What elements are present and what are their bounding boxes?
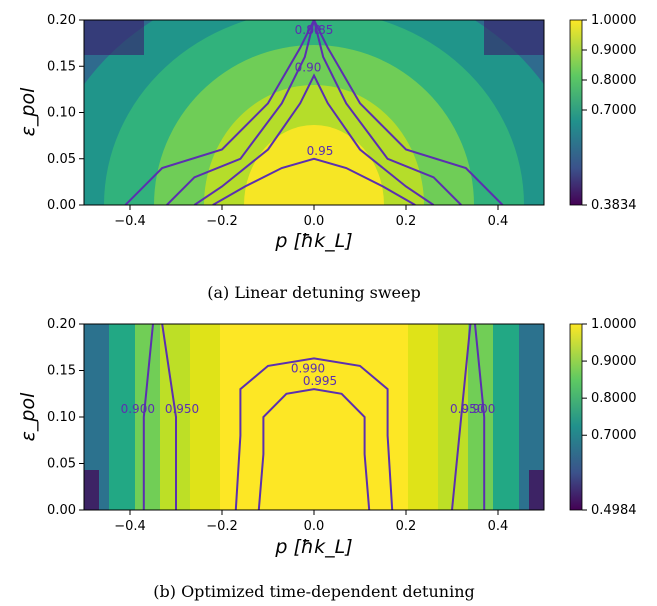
colorbar-tick-label: 0.8000 xyxy=(591,391,637,406)
colorbar-tick-label: 0.7000 xyxy=(591,428,637,443)
colorbar-ticks-b: 1.0000 0.9000 0.8000 0.7000 0.4984 xyxy=(582,317,637,518)
y-tick-label: 0.10 xyxy=(47,106,76,121)
contours-a: 0.800.850.900.95 xyxy=(124,20,504,205)
x-tick-label: −0.2 xyxy=(206,214,238,229)
contour-label: 0.900 xyxy=(461,402,495,416)
x-tick-label: −0.4 xyxy=(114,519,146,534)
y-tick-label: 0.15 xyxy=(47,59,76,74)
y-axis-label-a: ε_pol xyxy=(17,87,39,136)
heatmap-b xyxy=(84,324,544,510)
contour-label: 0.90 xyxy=(295,61,322,75)
x-tick-label: −0.2 xyxy=(206,519,238,534)
y-ticks-a: 0.00 0.05 0.10 0.15 0.20 xyxy=(47,13,84,213)
x-tick-label: 0.4 xyxy=(488,519,509,534)
contour-line xyxy=(124,20,504,205)
colorbar-tick-label: 0.3834 xyxy=(591,198,637,213)
x-axis-label-b: p [ħk_L] xyxy=(274,536,352,558)
x-tick-label: −0.4 xyxy=(114,214,146,229)
x-ticks-a: −0.4 −0.2 0.0 0.2 0.4 xyxy=(114,205,508,229)
y-tick-label: 0.15 xyxy=(47,364,76,379)
colorbar-tick-label: 0.7000 xyxy=(591,103,637,118)
x-tick-label: 0.0 xyxy=(304,214,325,229)
colorbar-tick-label: 0.8000 xyxy=(591,73,637,88)
y-tick-label: 0.05 xyxy=(47,457,76,472)
colorbar-tick-label: 0.9000 xyxy=(591,43,637,58)
colorbar-ticks-a: 1.0000 0.9000 0.8000 0.7000 0.3834 xyxy=(582,13,637,213)
contour-label: 0.950 xyxy=(165,402,199,416)
y-ticks-b: 0.00 0.05 0.10 0.15 0.20 xyxy=(47,317,84,518)
contour-label: 0.95 xyxy=(307,144,334,158)
heatmap-a xyxy=(84,20,544,205)
caption-b: (b) Optimized time-dependent detuning xyxy=(153,582,475,601)
y-tick-label: 0.20 xyxy=(47,13,76,28)
contour-label: 0.995 xyxy=(303,374,337,388)
y-tick-label: 0.20 xyxy=(47,317,76,332)
x-tick-label: 0.4 xyxy=(488,214,509,229)
contour-line xyxy=(193,73,435,205)
x-axis-label-a: p [ħk_L] xyxy=(274,230,352,252)
contour-line xyxy=(212,157,416,205)
y-axis-label-b: ε_pol xyxy=(17,392,39,441)
y-tick-label: 0.00 xyxy=(47,503,76,518)
contour-line xyxy=(474,324,486,510)
colorbar-b xyxy=(569,323,583,511)
x-ticks-b: −0.4 −0.2 0.0 0.2 0.4 xyxy=(114,510,508,534)
contour-label: 0.950 xyxy=(450,402,484,416)
contour-line xyxy=(161,324,177,510)
contour-line xyxy=(234,357,394,510)
x-tick-label: 0.2 xyxy=(396,214,417,229)
y-tick-label: 0.05 xyxy=(47,152,76,167)
caption-a: (a) Linear detuning sweep xyxy=(207,283,420,302)
contour-line xyxy=(257,388,371,510)
x-tick-label: 0.2 xyxy=(396,519,417,534)
colorbar-tick-label: 1.0000 xyxy=(591,317,637,332)
contour-line xyxy=(451,324,472,510)
contour-line xyxy=(166,20,462,205)
y-tick-label: 0.10 xyxy=(47,410,76,425)
y-tick-label: 0.00 xyxy=(47,198,76,213)
colorbar-tick-label: 1.0000 xyxy=(591,13,637,28)
contour-label: 0.990 xyxy=(291,361,325,375)
contour-label: 0.900 xyxy=(121,402,155,416)
colorbar-tick-label: 0.4984 xyxy=(591,503,637,518)
x-tick-label: 0.0 xyxy=(304,519,325,534)
colorbar-tick-label: 0.9000 xyxy=(591,354,637,369)
contour-label: 0.85 xyxy=(307,23,334,37)
colorbar-a xyxy=(569,19,583,206)
contour-line xyxy=(142,324,154,510)
